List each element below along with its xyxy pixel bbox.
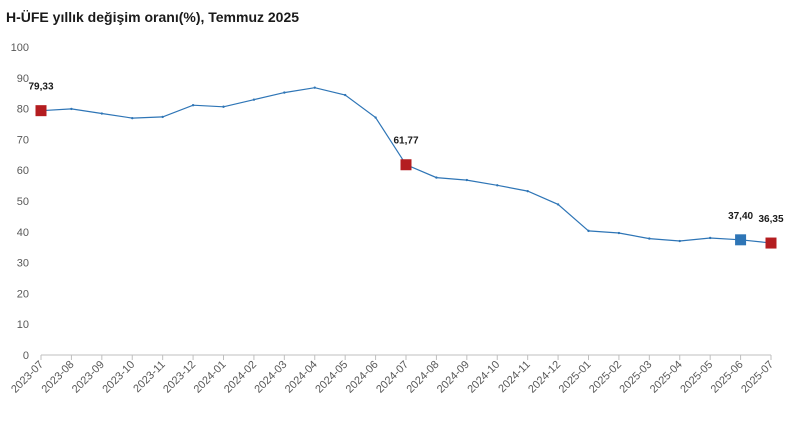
data-label: 37,40 xyxy=(728,211,753,222)
x-tick-label: 2024-05 xyxy=(313,359,350,396)
x-tick-label: 2023-12 xyxy=(161,359,198,396)
data-point xyxy=(708,236,712,240)
highlight-marker xyxy=(35,105,47,117)
x-tick-label: 2024-04 xyxy=(283,359,320,396)
data-label: 61,77 xyxy=(393,136,418,147)
data-point xyxy=(343,93,347,97)
x-tick-label: 2024-12 xyxy=(526,359,563,396)
x-tick-label: 2023-07 xyxy=(9,359,46,396)
data-label: 79,33 xyxy=(28,82,53,93)
x-tick-label: 2024-09 xyxy=(435,359,472,396)
x-tick-label: 2024-02 xyxy=(222,359,259,396)
y-tick-label: 40 xyxy=(17,227,29,239)
x-tick-label: 2025-03 xyxy=(617,359,654,396)
x-tick-label: 2023-08 xyxy=(40,359,77,396)
chart-title: H-ÜFE yıllık değişim oranı(%), Temmuz 20… xyxy=(6,9,300,25)
x-tick-label: 2025-06 xyxy=(709,359,746,396)
data-point xyxy=(283,91,286,94)
data-point xyxy=(556,203,560,206)
y-tick-label: 100 xyxy=(11,42,29,54)
data-point xyxy=(617,231,621,235)
y-tick-label: 10 xyxy=(17,319,29,331)
x-tick-label: 2025-05 xyxy=(678,359,715,396)
highlight-marker xyxy=(765,237,777,249)
data-point xyxy=(648,237,651,240)
x-tick-label: 2024-06 xyxy=(344,359,381,396)
highlight-marker xyxy=(735,234,747,246)
x-tick-label: 2023-10 xyxy=(100,359,137,396)
y-axis: 0 10 20 30 40 50 60 70 80 90 100 xyxy=(11,42,29,362)
data-point xyxy=(435,176,438,179)
x-axis: 2023-072023-082023-092023-102023-112023-… xyxy=(9,354,776,396)
data-point xyxy=(313,86,316,89)
x-tick-label: 2024-03 xyxy=(252,359,289,396)
x-tick-label: 2025-07 xyxy=(739,359,776,396)
marker-layer: 79,33 61,77 37,40 36,35 xyxy=(28,82,784,249)
y-tick-label: 80 xyxy=(17,104,29,116)
x-tick-label: 2025-01 xyxy=(557,359,594,396)
y-tick-label: 0 xyxy=(23,350,29,362)
x-tick-label: 2024-08 xyxy=(405,359,442,396)
data-point xyxy=(252,98,256,101)
x-tick-label: 2025-04 xyxy=(648,359,685,396)
data-point xyxy=(100,112,104,115)
data-point xyxy=(465,178,469,182)
x-tick-label: 2025-02 xyxy=(587,359,624,396)
y-tick-label: 70 xyxy=(17,134,29,146)
data-point xyxy=(70,107,73,111)
y-tick-label: 30 xyxy=(17,258,29,270)
data-point xyxy=(161,115,164,119)
data-point xyxy=(678,239,681,243)
data-point xyxy=(496,184,499,187)
y-tick-label: 60 xyxy=(17,165,29,177)
highlight-marker xyxy=(400,159,412,171)
y-tick-label: 20 xyxy=(17,288,29,300)
y-tick-label: 50 xyxy=(17,196,29,208)
data-point xyxy=(131,116,134,120)
y-tick-label: 90 xyxy=(17,73,29,85)
x-tick-label: 2024-07 xyxy=(374,359,411,396)
x-tick-label: 2024-01 xyxy=(192,359,229,396)
data-point xyxy=(191,104,195,107)
data-label: 36,35 xyxy=(758,214,783,225)
data-point xyxy=(526,189,529,193)
data-point xyxy=(374,116,377,119)
data-point xyxy=(222,105,225,108)
x-tick-label: 2024-10 xyxy=(465,359,502,396)
data-point xyxy=(587,229,590,233)
x-tick-label: 2023-09 xyxy=(70,359,107,396)
